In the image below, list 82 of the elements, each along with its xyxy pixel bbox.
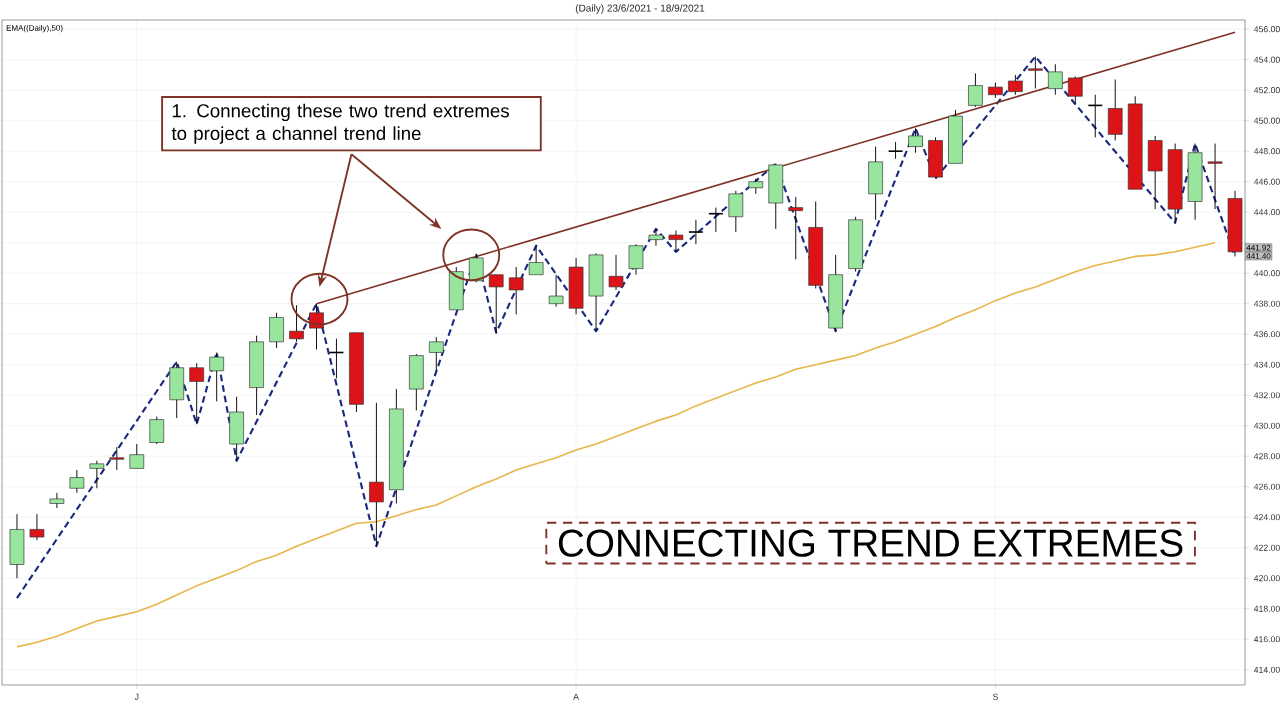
candlestick <box>748 178 764 195</box>
candlestick <box>828 254 843 332</box>
candlestick <box>389 388 404 504</box>
candlestick <box>588 252 604 332</box>
candlestick <box>768 162 784 230</box>
candlestick <box>369 402 384 547</box>
candlestick <box>968 72 983 108</box>
candlestick <box>1008 74 1023 96</box>
candlestick <box>149 416 165 445</box>
y-tick-label: 452.00 <box>1253 87 1280 94</box>
y-tick-label: 446.00 <box>1253 178 1280 185</box>
candlestick <box>1187 143 1203 221</box>
y-tick-label: 450.00 <box>1253 117 1280 124</box>
annotation: CONNECTING TREND EXTREMES <box>558 529 1183 557</box>
candlestick <box>29 513 45 541</box>
text: 441.92 <box>1246 244 1271 251</box>
y-tick-label: 428.00 <box>1253 453 1280 460</box>
candlestick <box>848 216 863 273</box>
candlestick <box>788 196 804 260</box>
x-tick-label: A <box>573 693 579 700</box>
candlestick <box>249 335 264 416</box>
candlestick <box>468 254 484 283</box>
x-tick-label: J <box>134 693 139 700</box>
line-series <box>15 55 1237 600</box>
candlestick <box>1147 135 1163 210</box>
candlestick <box>1047 63 1063 96</box>
candlestick <box>988 82 1003 99</box>
y-tick-label: 430.00 <box>1253 422 1280 429</box>
y-tick-label: 454.00 <box>1253 56 1280 63</box>
candlestick <box>89 460 105 489</box>
candlestick <box>1207 143 1223 210</box>
candlestick <box>1067 75 1083 105</box>
y-tick-label: 434.00 <box>1253 361 1280 368</box>
y-tick-label: 440.00 <box>1253 270 1280 277</box>
x-tick-label: S <box>992 693 998 700</box>
candlestick <box>688 219 704 245</box>
candlestick <box>908 127 923 154</box>
candlestick <box>548 274 564 308</box>
y-tick-label: 432.00 <box>1253 392 1280 399</box>
candlestick <box>69 469 85 494</box>
candlestick <box>628 243 644 276</box>
y-tick-label: 436.00 <box>1253 331 1280 338</box>
candlestick <box>668 230 684 253</box>
candlestick <box>428 336 444 372</box>
candlestick <box>1107 79 1123 141</box>
y-tick-label: 422.00 <box>1253 544 1280 551</box>
candlestick <box>409 353 424 411</box>
candlestick <box>1167 143 1183 224</box>
chart-title: (Daily) 23/6/2021 - 18/9/2021 <box>575 4 705 14</box>
candlestick <box>189 362 205 425</box>
text: EMA((Daily),50) <box>6 24 63 33</box>
y-tick-label: 416.00 <box>1253 636 1280 643</box>
y-tick-label: 438.00 <box>1253 300 1280 307</box>
y-tick-label: 426.00 <box>1253 483 1280 490</box>
candlestick <box>1227 190 1243 257</box>
y-tick-label: 444.00 <box>1253 209 1280 216</box>
candlestick <box>808 201 824 289</box>
candlestick <box>728 190 744 233</box>
candlestick <box>887 141 904 160</box>
candlestick <box>109 446 125 471</box>
y-tick-label: 418.00 <box>1253 605 1280 612</box>
y-tick-label: 456.00 <box>1253 26 1280 33</box>
candlestick <box>49 492 65 509</box>
candlestick <box>608 254 624 291</box>
text: 441.40 <box>1246 253 1271 259</box>
y-tick-label: 448.00 <box>1253 148 1280 155</box>
y-tick-label: 424.00 <box>1253 514 1280 521</box>
candlestick <box>229 396 244 462</box>
y-tick-label: 420.00 <box>1253 575 1280 582</box>
y-tick-label: 414.00 <box>1253 666 1280 673</box>
candlestick <box>209 352 224 402</box>
candlestick <box>508 266 524 315</box>
candlestick <box>1028 56 1043 90</box>
candlestick <box>648 228 664 247</box>
candlestick <box>868 146 883 221</box>
candlestick <box>169 361 185 419</box>
candlestick <box>568 257 584 315</box>
candlestick <box>269 312 284 349</box>
candlestick <box>928 136 943 180</box>
candlestick <box>9 513 25 579</box>
candlestick <box>289 304 304 343</box>
annotation: 1. Connecting these two trend extremes to project a channel trend line <box>171 103 509 144</box>
